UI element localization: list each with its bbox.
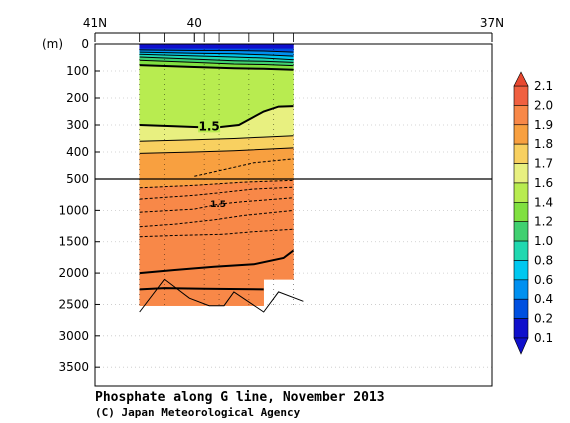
colorbar-swatch	[513, 105, 529, 126]
colorbar-label: 0.4	[534, 292, 553, 306]
colorbar: 2.1 2.0 1.9 1.8 1.7 1.6 1.4 1.2 1.0 0.8 0.6 0.4 0.2 0…	[513, 71, 553, 355]
contour-fill-0-1	[139, 43, 294, 50]
chart-title: Phosphate along G line, November 2013	[95, 390, 385, 405]
depth-tick-label: 0	[81, 37, 89, 51]
plot-area: 1.5 1.5	[95, 43, 492, 386]
colorbar-swatch	[513, 143, 529, 164]
depth-tick-label: 200	[66, 91, 89, 105]
colorbar-swatch	[513, 202, 529, 222]
colorbar-swatch	[513, 240, 529, 261]
credit-text: (C) Japan Meteorological Agency	[95, 406, 301, 419]
depth-tick-label: 3000	[58, 329, 89, 343]
depth-unit-label: (m)	[42, 37, 63, 51]
contour-line	[139, 287, 264, 291]
latitude-tick-label: 40	[187, 16, 202, 30]
contour-line-dashed	[139, 179, 294, 189]
contour-label: 1.5	[210, 200, 226, 210]
contour-line	[139, 49, 294, 53]
contour-label: 1.5	[199, 119, 220, 133]
colorbar-swatch	[513, 163, 529, 184]
contour-line	[139, 53, 294, 61]
colorbar-swatch	[513, 182, 529, 203]
colorbar-top-arrow	[513, 71, 529, 87]
depth-tick-label: 2500	[58, 297, 89, 311]
colorbar-swatch	[513, 221, 529, 242]
contour-line	[139, 105, 294, 129]
contour-line	[139, 249, 295, 275]
contour-line	[139, 147, 294, 154]
colorbar-swatch	[513, 85, 529, 106]
contour-line	[139, 51, 294, 57]
latitude-tick-label: 41N	[83, 16, 107, 30]
colorbar-label: 1.7	[534, 157, 553, 171]
colorbar-label: 0.6	[534, 273, 553, 287]
colorbar-swatch	[513, 298, 529, 319]
contour-line	[139, 135, 294, 142]
colorbar-label: 1.0	[534, 234, 553, 248]
contour-line-dashed	[139, 209, 294, 228]
colorbar-swatch	[513, 124, 529, 145]
colorbar-swatch	[513, 279, 529, 300]
colorbar-label: 2.1	[534, 79, 553, 93]
colorbar-label: 0.8	[534, 253, 553, 267]
plot-frame	[94, 43, 493, 387]
colorbar-label: 1.8	[534, 137, 553, 151]
colorbar-label: 2.0	[534, 98, 553, 112]
colorbar-swatch	[513, 318, 529, 339]
section-lower	[139, 178, 295, 306]
depth-tick-label: 1500	[58, 235, 89, 249]
bottom-topography-line	[139, 278, 304, 313]
colorbar-swatch	[513, 260, 529, 281]
contour-line	[139, 56, 294, 63]
colorbar-label: 1.4	[534, 195, 553, 209]
depth-tick-label: 2000	[58, 266, 89, 280]
depth-tick-label: 1000	[58, 203, 89, 217]
contour-label-background	[198, 119, 221, 133]
contour-line-dashed	[194, 158, 294, 177]
colorbar-label: 0.2	[534, 312, 553, 326]
colorbar-label: 1.2	[534, 215, 553, 229]
depth-tick-label: 3500	[58, 360, 89, 374]
latitude-tick-label: 37N	[480, 16, 504, 30]
depth-tick-label: 500	[66, 172, 89, 186]
depth-tick-label: 300	[66, 118, 89, 132]
depth-tick-label: 400	[66, 145, 89, 159]
contour-line-dashed	[139, 186, 294, 200]
colorbar-bottom-arrow	[513, 337, 529, 355]
colorbar-label: 0.1	[534, 331, 553, 345]
colorbar-label: 1.6	[534, 176, 553, 190]
contour-line-dashed	[139, 228, 294, 238]
section-upper	[139, 43, 294, 180]
axes: 41N 40 37N 0 100 200 300 400 500 1000 1500 2000 2500…	[42, 16, 504, 387]
colorbar-label: 1.9	[534, 118, 553, 132]
contour-line-dashed	[139, 197, 294, 213]
depth-tick-label: 100	[66, 64, 89, 78]
